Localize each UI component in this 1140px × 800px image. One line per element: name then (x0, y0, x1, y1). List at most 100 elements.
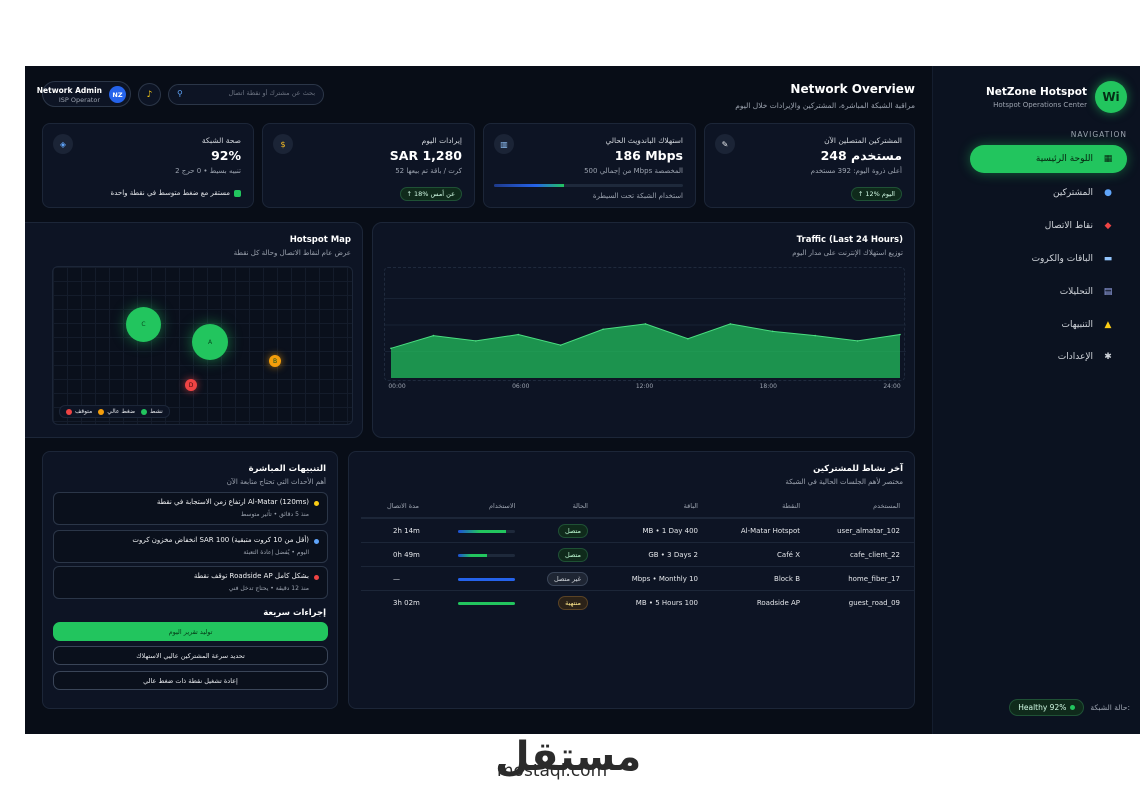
page-subtitle: مراقبة الشبكة المباشرة، المشتركين والإير… (735, 101, 915, 110)
sidebar-item-label: الباقات والكروت (1031, 254, 1093, 264)
user-menu[interactable]: Network Admin ISP Operator NZ (37, 81, 131, 107)
warning-icon: ▲ (1104, 320, 1112, 330)
users-icon: ● (1104, 188, 1112, 198)
watermark: مستقل mostaql.com (0, 734, 1140, 800)
trend-badge: ↑ 18% عن أمس (399, 187, 462, 201)
cell-point: Al-Matar Hotspot (740, 527, 800, 535)
stat-value: SAR 1,280 (389, 148, 462, 163)
legend-dot-icon (66, 408, 72, 415)
alert-item[interactable]: توقف نقطة Roadside AP بشكل كامل منذ 12 د… (53, 566, 328, 599)
legend-item: ضغط عالي (98, 408, 135, 415)
traffic-point (475, 340, 477, 342)
hotspot-label: B (272, 357, 278, 365)
card-title: Hotspot Map (289, 235, 351, 245)
health-badge: Healthy 92% (1009, 699, 1085, 716)
legend-dot-icon (141, 408, 148, 415)
gear-icon: ✱ (1104, 352, 1112, 362)
cell-duration: — (393, 575, 400, 583)
watermark-latin: mostaql.com (497, 761, 608, 781)
hotspot-point[interactable]: D (185, 379, 197, 391)
alert-meta: منذ 12 دقيقة • يحتاج تدخل فني (228, 585, 309, 592)
limit-speed-button[interactable]: تحديد سرعة المشتركين عاليي الاستهلاك (53, 646, 328, 665)
alert-item[interactable]: انخفاض مخزون كروت SAR 100 (أقل من 10 كرو… (53, 530, 328, 563)
alert-title: ارتفاع زمن الاستجابة في نقطة Al-Matar (1… (156, 498, 309, 506)
status-badge: متصل (557, 548, 588, 562)
status-badge: غير متصل (546, 572, 588, 586)
sidebar-item-plans[interactable]: الباقات والكروت ▬ (970, 245, 1127, 273)
traffic-chart-svg (385, 298, 906, 378)
card-subtitle: مختصر لأهم الجلسات الحالية في الشبكة (785, 478, 903, 486)
stat-value: 248 مستخدم (820, 148, 902, 163)
stat-label: صحة الشبكة (201, 136, 241, 145)
cell-plan: Mbps • Monthly 10 (631, 575, 698, 583)
stat-label: إيرادات اليوم (421, 136, 462, 145)
sidebar-item-label: نقاط الاتصال (1044, 221, 1093, 231)
table-row[interactable]: cafe_client_22 Café X GB • 3 Days 2 متصل… (361, 542, 914, 566)
table-header: المستخدم النقطة الباقة الحالة الاستخدام … (361, 494, 914, 518)
traffic-area (391, 323, 900, 378)
table-row[interactable]: user_almatar_102 Al-Matar Hotspot MB • 1… (361, 518, 914, 542)
traffic-point (814, 334, 816, 337)
sidebar-item-subscribers[interactable]: المشتركين ● (970, 179, 1127, 207)
x-tick-label: 00:00 (388, 383, 406, 390)
check-icon (234, 189, 241, 197)
table-row[interactable]: guest_road_09 Roadside AP MB • 5 Hours 1… (361, 590, 914, 614)
column-status: الحالة (572, 502, 588, 510)
bandwidth-progress (494, 184, 683, 187)
table-row[interactable]: home_fiber_17 Block B Mbps • Monthly 10 … (361, 566, 914, 590)
stat-value: 186 Mbps (614, 148, 683, 163)
stat-sub: أعلى ذروة اليوم: 392 مستخدم (810, 167, 902, 175)
stat-card-health: ◈ صحة الشبكة 92% 2 تنبيه بسيط • 0 حرج مس… (42, 123, 254, 208)
stat-label: استهلاك الباندويث الحالي (605, 136, 683, 145)
stat-label: المشتركين المتصلين الآن (824, 136, 902, 145)
legend-label: متوقف (75, 408, 93, 415)
alert-title: توقف نقطة Roadside AP بشكل كامل (193, 572, 309, 580)
health-status: مستقر مع ضغط متوسط في نقطة واحدة (111, 189, 241, 197)
card-title: Traffic (Last 24 Hours) (796, 235, 903, 245)
stat-value: 92% (211, 148, 241, 163)
sidebar-item-label: الإعدادات (1057, 352, 1093, 362)
sidebar-item-analytics[interactable]: التحليلات ▤ (970, 278, 1127, 306)
sidebar: Wi NetZone Hotspot Hotspot Operations Ce… (932, 66, 1140, 734)
hotspot-point[interactable]: A (192, 324, 228, 360)
restart-hotspot-button[interactable]: إعادة تشغيل نقطة ذات ضغط عالي (53, 671, 328, 690)
alert-item[interactable]: ارتفاع زمن الاستجابة في نقطة Al-Matar (1… (53, 492, 328, 525)
subscriber-activity-card: آخر نشاط للمشتركين مختصر لأهم الجلسات ال… (348, 451, 915, 709)
page-title: Network Overview (790, 82, 915, 96)
sidebar-item-hotspots[interactable]: نقاط الاتصال ◆ (970, 212, 1127, 240)
user-role: ISP Operator (58, 96, 100, 104)
signal-icon: ✎ (715, 134, 735, 154)
quick-actions-title: إجراءات سريعة (263, 608, 326, 618)
hotspot-map-card: Hotspot Map عرض عام لنقاط الاتصال وحالة … (25, 222, 363, 438)
cell-user: cafe_client_22 (849, 551, 900, 559)
search-input[interactable] (190, 89, 315, 97)
card-title: آخر نشاط للمشتركين (813, 464, 903, 474)
stat-card-bandwidth: ▥ استهلاك الباندويث الحالي 186 Mbps من إ… (483, 123, 696, 208)
usage-bar-fill (458, 530, 507, 533)
stat-sub: 2 تنبيه بسيط • 0 حرج (175, 167, 241, 175)
sidebar-item-alerts[interactable]: التنبيهات ▲ (970, 311, 1127, 339)
cell-point: Roadside AP (756, 599, 800, 607)
cell-user: home_fiber_17 (848, 575, 900, 583)
stat-sub: 52 كرت / باقة تم بيعها (395, 167, 462, 175)
sidebar-item-label: التنبيهات (1061, 320, 1093, 330)
alert-title: انخفاض مخزون كروت SAR 100 (أقل من 10 كرو… (132, 536, 309, 544)
live-alerts-card: التنبيهات المباشرة أهم الأحداث التي تحتا… (42, 451, 338, 709)
usage-bar (458, 578, 515, 581)
column-point: النقطة (782, 502, 800, 510)
alert-meta: منذ 5 دقائق • تأثير متوسط (240, 511, 309, 518)
brand-name: NetZone Hotspot (985, 86, 1087, 98)
bandwidth-icon: ▥ (494, 134, 514, 154)
hotspot-point[interactable]: B (269, 355, 281, 367)
traffic-point (432, 334, 435, 337)
generate-report-button[interactable]: توليد تقرير اليوم (53, 622, 328, 641)
column-plan: الباقة (683, 502, 698, 510)
sidebar-item-label: المشتركين (1052, 188, 1093, 198)
sidebar-item-settings[interactable]: الإعدادات ✱ (970, 343, 1127, 371)
traffic-point (899, 333, 901, 336)
hotspot-point[interactable]: C (126, 307, 161, 342)
cell-plan: MB • 1 Day 400 (642, 527, 698, 535)
sidebar-item-dashboard[interactable]: اللوحة الرئيسية ▦ (970, 145, 1127, 173)
bell-icon[interactable]: ♪ (138, 83, 161, 106)
usage-bar (458, 602, 515, 605)
